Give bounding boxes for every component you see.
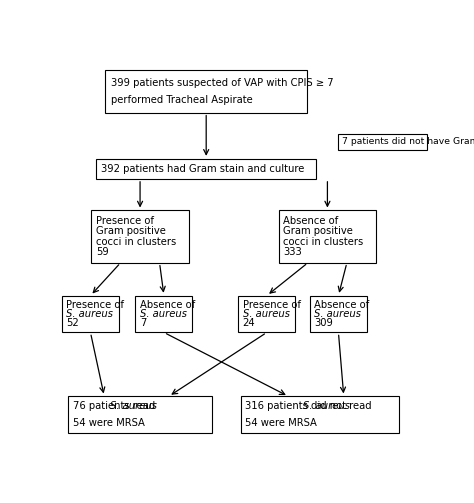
Text: performed Tracheal Aspirate: performed Tracheal Aspirate bbox=[110, 95, 253, 105]
Text: 52: 52 bbox=[66, 318, 79, 328]
Text: S. aureus: S. aureus bbox=[314, 309, 361, 319]
Text: 7 patients did not have Gram: 7 patients did not have Gram bbox=[342, 137, 474, 146]
Text: Gram positive: Gram positive bbox=[96, 226, 166, 236]
Text: Gram positive: Gram positive bbox=[283, 226, 353, 236]
Text: Absence of: Absence of bbox=[283, 216, 338, 226]
Text: 76 patients read: 76 patients read bbox=[73, 401, 158, 411]
Text: 333: 333 bbox=[283, 247, 302, 257]
FancyBboxPatch shape bbox=[338, 134, 427, 150]
Text: 399 patients suspected of VAP with CPIS ≥ 7: 399 patients suspected of VAP with CPIS … bbox=[110, 78, 333, 88]
Text: Absence of: Absence of bbox=[140, 300, 195, 310]
FancyBboxPatch shape bbox=[68, 396, 212, 433]
Text: cocci in clusters: cocci in clusters bbox=[96, 237, 176, 247]
FancyBboxPatch shape bbox=[136, 296, 192, 332]
Text: cocci in clusters: cocci in clusters bbox=[283, 237, 364, 247]
Text: S. aureus: S. aureus bbox=[243, 309, 290, 319]
Text: 7: 7 bbox=[140, 318, 146, 328]
FancyBboxPatch shape bbox=[310, 296, 367, 332]
Text: 54 were MRSA: 54 were MRSA bbox=[73, 418, 145, 428]
Text: 24: 24 bbox=[243, 318, 255, 328]
FancyBboxPatch shape bbox=[96, 159, 316, 179]
FancyBboxPatch shape bbox=[105, 70, 307, 113]
Text: Presence of: Presence of bbox=[96, 216, 154, 226]
Text: 59: 59 bbox=[96, 247, 109, 257]
FancyBboxPatch shape bbox=[241, 396, 399, 433]
Text: S. aureus: S. aureus bbox=[303, 401, 350, 411]
Text: S. aureus: S. aureus bbox=[140, 309, 187, 319]
Text: Presence of: Presence of bbox=[243, 300, 301, 310]
Text: Presence of: Presence of bbox=[66, 300, 124, 310]
FancyBboxPatch shape bbox=[238, 296, 295, 332]
Text: S. aureus: S. aureus bbox=[110, 401, 157, 411]
FancyBboxPatch shape bbox=[279, 210, 376, 263]
Text: 392 patients had Gram stain and culture: 392 patients had Gram stain and culture bbox=[101, 164, 305, 174]
Text: 309: 309 bbox=[314, 318, 333, 328]
FancyBboxPatch shape bbox=[62, 296, 119, 332]
Text: 54 were MRSA: 54 were MRSA bbox=[246, 418, 318, 428]
FancyBboxPatch shape bbox=[91, 210, 189, 263]
Text: Absence of: Absence of bbox=[314, 300, 370, 310]
Text: 316 patients did not read: 316 patients did not read bbox=[246, 401, 375, 411]
Text: S. aureus: S. aureus bbox=[66, 309, 113, 319]
